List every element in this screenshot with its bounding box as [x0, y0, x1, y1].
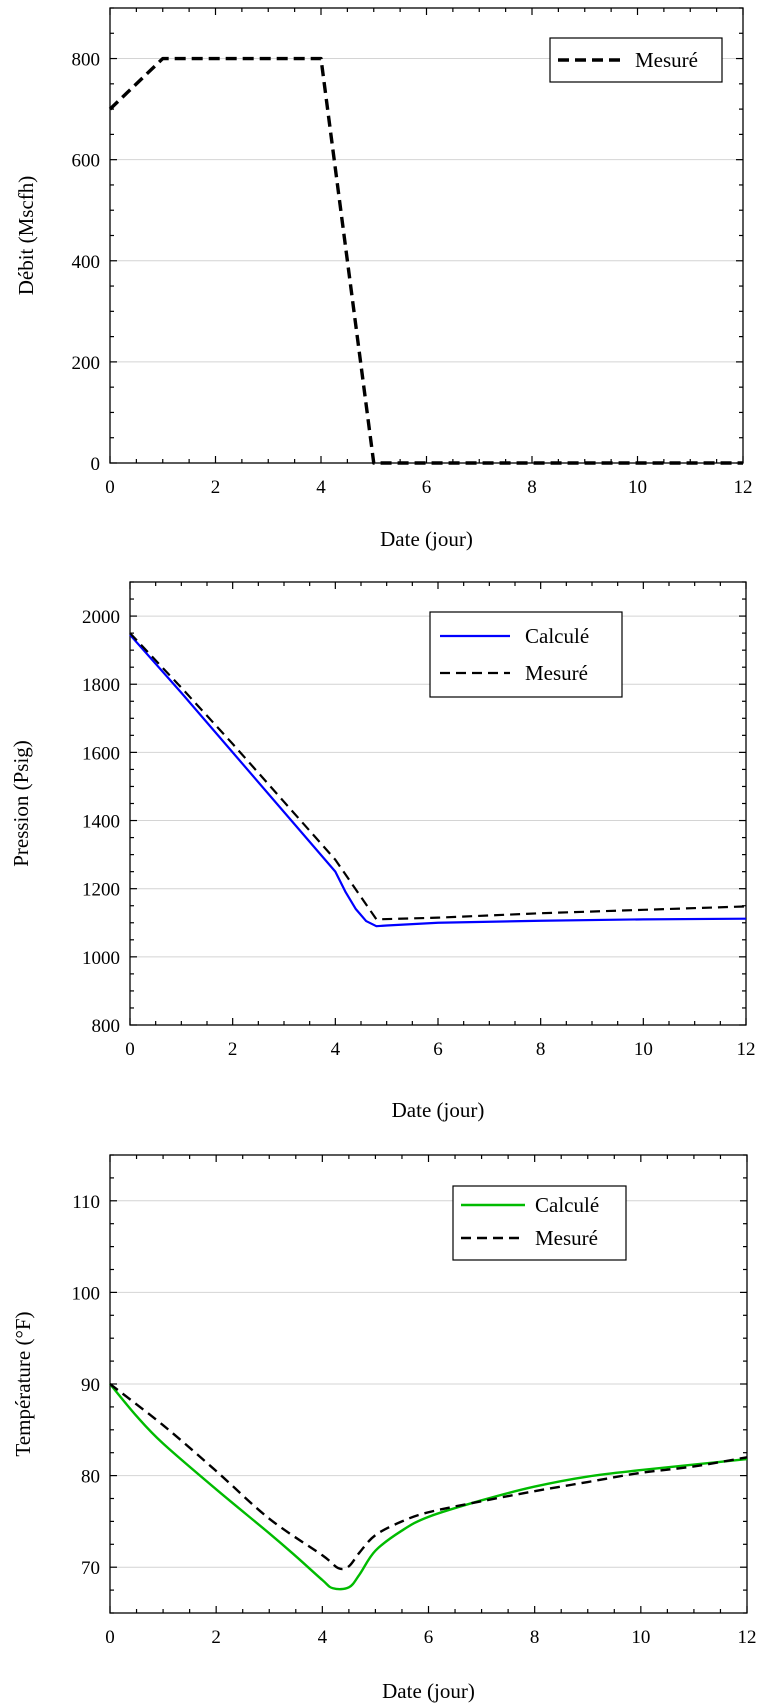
flow-chart-ytick-label: 0 [91, 454, 101, 475]
flow-chart-legend-label-measured: Mesuré [635, 48, 698, 72]
temperature-chart-xtick-label: 8 [530, 1627, 540, 1648]
pressure-chart-legend: Calculé Mesuré [429, 611, 623, 698]
pressure-chart-series-calculated [129, 634, 747, 928]
temperature-chart-legend-label-calculated: Calculé [535, 1193, 599, 1217]
pressure-chart-legend-label-measured: Mesuré [525, 661, 588, 685]
pressure-chart-xtick-label: 12 [737, 1039, 756, 1060]
pressure-chart-xtick-label: 0 [125, 1039, 135, 1060]
temperature-chart-series [109, 1383, 748, 1591]
pressure-chart-ytick-label: 800 [92, 1016, 121, 1037]
flow-chart-xtick-label: 4 [316, 477, 326, 498]
temperature-chart-legend-box [452, 1185, 627, 1261]
flow-chart-xtick-label: 6 [422, 477, 432, 498]
temperature-chart-xtick-label: 6 [424, 1627, 434, 1648]
flow-chart-ytick-label: 200 [72, 353, 101, 374]
flow-chart-xtick-label: 8 [527, 477, 537, 498]
pressure-chart-ytick-label: 1000 [82, 948, 120, 969]
temperature-chart-legend: Calculé Mesuré [452, 1185, 627, 1261]
pressure-chart-ytick-label: 1600 [82, 743, 120, 764]
flow-chart-xtick-label: 10 [628, 477, 647, 498]
temperature-chart-xtick-label: 2 [211, 1627, 221, 1648]
pressure-chart-legend-box [429, 611, 623, 698]
temperature-chart-series-measured [109, 1383, 748, 1571]
temperature-chart: 0 2 4 6 8 10 12 70 80 90 100 110 Date (jour) Tempér… [11, 1154, 757, 1703]
pressure-chart-ytick-label: 1800 [82, 675, 120, 696]
temperature-chart-ytick-label: 80 [81, 1467, 100, 1488]
pressure-chart-legend-label-calculated: Calculé [525, 624, 589, 648]
pressure-chart-xtick-label: 8 [536, 1039, 546, 1060]
temperature-chart-xlabel: Date (jour) [382, 1679, 475, 1703]
flow-chart-series [108, 56, 743, 465]
pressure-chart-ticks: 0 2 4 6 8 10 12 800 1000 1200 1400 1600 1800 2000 [82, 581, 756, 1060]
pressure-chart-xtick-label: 4 [331, 1039, 341, 1060]
flow-chart-ylabel: Débit (Mscfh) [14, 176, 38, 296]
temperature-chart-ytick-label: 100 [72, 1283, 101, 1304]
temperature-chart-ylabel: Température (°F) [11, 1311, 35, 1456]
pressure-chart-xtick-label: 10 [634, 1039, 653, 1060]
flow-chart-xtick-label: 12 [734, 477, 753, 498]
temperature-chart-ticks: 0 2 4 6 8 10 12 70 80 90 100 110 [72, 1154, 757, 1648]
flow-chart-gridlines [110, 58, 743, 363]
pressure-chart-series [129, 632, 747, 928]
pressure-chart-xtick-label: 6 [433, 1039, 443, 1060]
temperature-chart-ytick-label: 70 [81, 1558, 100, 1579]
pressure-chart-xlabel: Date (jour) [392, 1098, 485, 1122]
temperature-chart-gridlines [110, 1200, 747, 1568]
temperature-chart-xtick-label: 12 [738, 1627, 757, 1648]
temperature-chart-ytick-label: 110 [72, 1192, 100, 1213]
flow-chart-xlabel: Date (jour) [380, 527, 473, 551]
pressure-chart-series-measured [129, 632, 747, 921]
temperature-chart-xtick-label: 10 [631, 1627, 650, 1648]
flow-chart-xtick-label: 0 [105, 477, 115, 498]
flow-chart-ytick-label: 400 [72, 252, 101, 273]
temperature-chart-xtick-label: 0 [105, 1627, 115, 1648]
pressure-chart-ytick-label: 1200 [82, 880, 120, 901]
flow-chart-series-measured [108, 56, 743, 465]
pressure-chart-ylabel: Pression (Psig) [9, 740, 33, 867]
flow-chart-ytick-label: 800 [72, 50, 101, 71]
pressure-chart-ytick-label: 1400 [82, 812, 120, 833]
pressure-chart-ytick-label: 2000 [82, 607, 120, 628]
temperature-chart-series-calculated [109, 1383, 748, 1591]
flow-chart-ticks: 0 2 4 6 8 10 12 0 200 400 600 800 [72, 7, 753, 498]
temperature-chart-legend-label-measured: Mesuré [535, 1226, 598, 1250]
flow-chart-legend: Mesuré [549, 37, 723, 83]
pressure-chart: 0 2 4 6 8 10 12 800 1000 1200 1400 1600 1800 2000 Dat… [9, 581, 756, 1122]
flow-chart-ytick-label: 600 [72, 151, 101, 172]
pressure-chart-xtick-label: 2 [228, 1039, 238, 1060]
temperature-chart-ytick-label: 90 [81, 1375, 100, 1396]
flow-chart-xtick-label: 2 [211, 477, 221, 498]
flow-chart: 0 2 4 6 8 10 12 0 200 400 600 800 Date (jour) Débit… [14, 7, 753, 551]
temperature-chart-xtick-label: 4 [318, 1627, 328, 1648]
